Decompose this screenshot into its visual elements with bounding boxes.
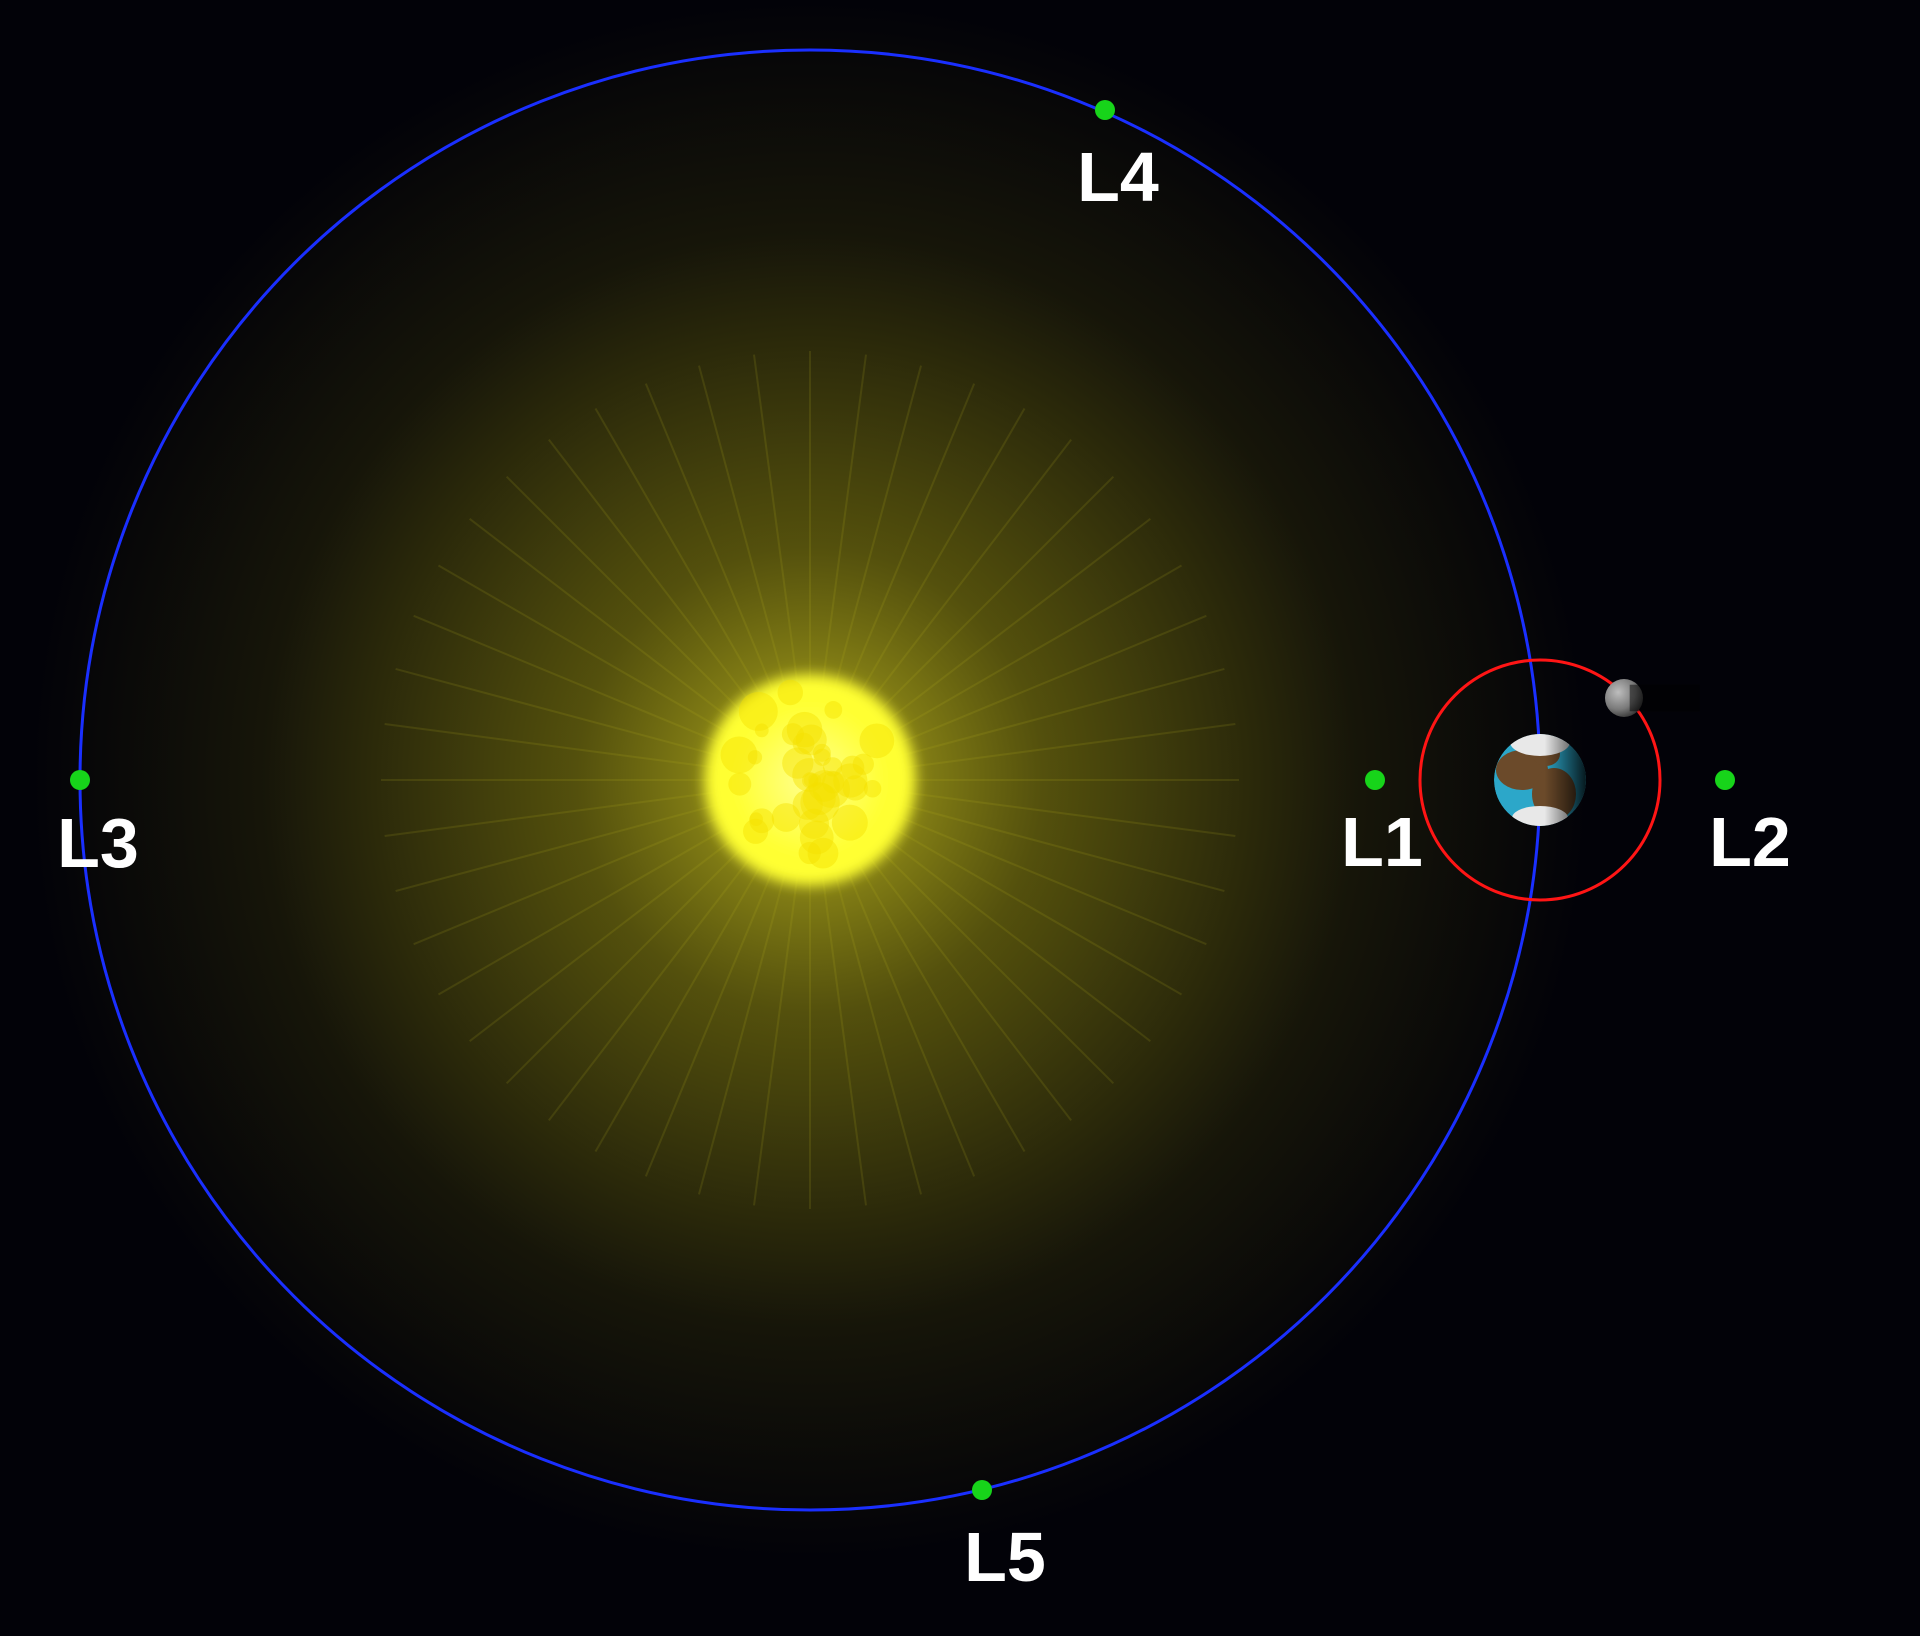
lagrange-point-l1 [1365, 770, 1385, 790]
lagrange-point-l3 [70, 770, 90, 790]
moon-shadow [1630, 685, 1700, 712]
lagrange-label-l3: L3 [57, 803, 139, 883]
diagram-stage: L1 L2 L3 L4 L5 [0, 0, 1920, 1636]
lagrange-point-l5 [972, 1480, 992, 1500]
sun [700, 670, 920, 890]
lagrange-label-l5: L5 [964, 1517, 1046, 1597]
lagrange-label-l4: L4 [1077, 137, 1159, 217]
lagrange-label-l2: L2 [1709, 802, 1791, 882]
lagrange-label-l1: L1 [1341, 802, 1423, 882]
lagrange-point-l2 [1715, 770, 1735, 790]
diagram-svg [0, 0, 1920, 1636]
lagrange-point-l4 [1095, 100, 1115, 120]
